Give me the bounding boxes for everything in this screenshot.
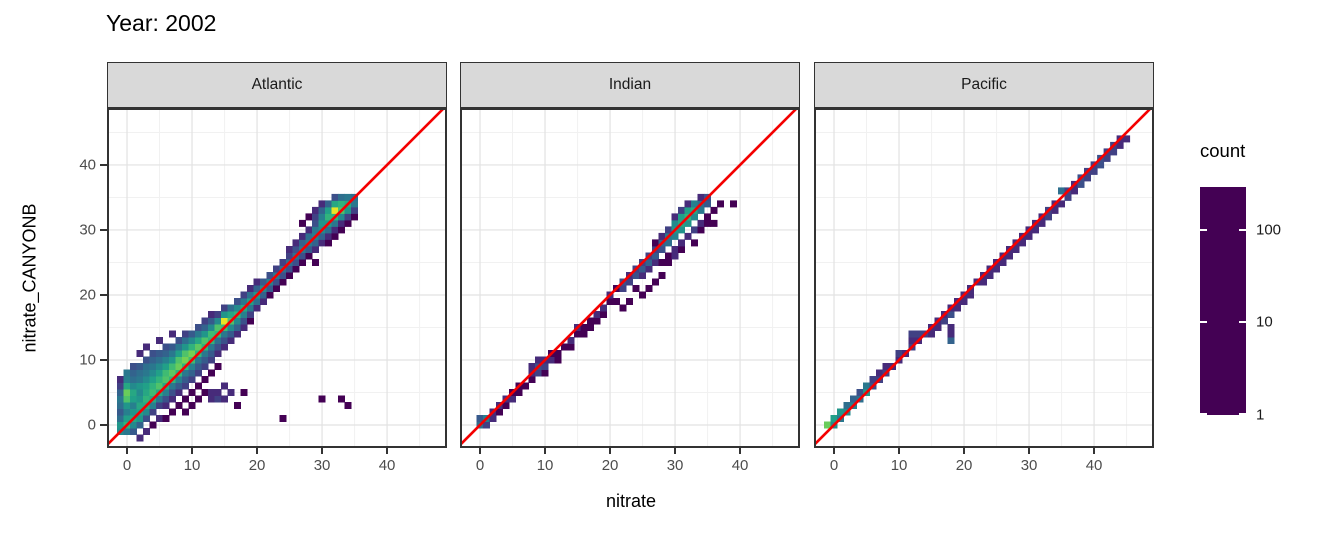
panel-border xyxy=(107,108,447,448)
legend-colorbar xyxy=(1200,187,1246,415)
y-tick-mark xyxy=(100,293,107,296)
identity-line xyxy=(107,108,446,447)
x-tick-mark xyxy=(833,448,836,454)
y-tick-label: 20 xyxy=(79,286,96,304)
legend-tick-label: 100 xyxy=(1256,221,1282,239)
facet-panel-atlantic xyxy=(107,108,447,448)
x-tick-label: 20 xyxy=(601,457,619,474)
y-tick-mark xyxy=(100,228,107,231)
x-tick-mark xyxy=(898,448,901,454)
x-tick-label: 40 xyxy=(378,457,396,474)
y-tick-mark xyxy=(100,163,107,166)
y-tick-label: 30 xyxy=(79,221,96,239)
x-tick-label: 10 xyxy=(183,457,201,474)
y-axis-title: nitrate_CANYONB xyxy=(19,203,40,353)
x-tick-mark xyxy=(126,448,129,454)
x-tick-label: 0 xyxy=(475,457,485,474)
legend-tick-mark xyxy=(1200,413,1207,415)
y-tick-mark xyxy=(100,423,107,426)
x-tick-mark xyxy=(674,448,677,454)
facet-panel-pacific xyxy=(814,108,1154,448)
identity-line xyxy=(814,108,1153,447)
legend-tick-mark xyxy=(1200,321,1207,323)
y-tick-label: 0 xyxy=(87,416,96,434)
x-tick-mark xyxy=(544,448,547,454)
legend-tick-mark xyxy=(1239,229,1246,231)
x-tick-mark xyxy=(739,448,742,454)
panel-border xyxy=(814,108,1154,448)
legend-tick-mark xyxy=(1239,413,1246,415)
panel-border xyxy=(460,108,800,448)
x-tick-label: 0 xyxy=(829,457,839,474)
legend-title: count xyxy=(1200,140,1246,161)
legend-tick-mark xyxy=(1200,229,1207,231)
x-tick-mark xyxy=(609,448,612,454)
legend-tick-label: 10 xyxy=(1256,313,1273,331)
x-tick-label: 40 xyxy=(1085,457,1103,474)
identity-line xyxy=(460,108,799,447)
x-tick-mark xyxy=(386,448,389,454)
y-tick-label: 10 xyxy=(79,351,96,369)
x-tick-mark xyxy=(256,448,259,454)
legend: count 100 10 1 xyxy=(1196,140,1344,440)
legend-tick-mark xyxy=(1239,321,1246,323)
y-tick-mark xyxy=(100,358,107,361)
x-tick-label: 10 xyxy=(890,457,908,474)
grid-major xyxy=(460,108,800,448)
facet-strip-atlantic: Atlantic xyxy=(107,62,447,108)
x-tick-label: 30 xyxy=(666,457,684,474)
x-tick-label: 20 xyxy=(955,457,973,474)
plot-title: Year: 2002 xyxy=(106,10,217,36)
x-tick-mark xyxy=(963,448,966,454)
x-tick-mark xyxy=(479,448,482,454)
facet-strip-pacific: Pacific xyxy=(814,62,1154,108)
x-tick-mark xyxy=(191,448,194,454)
y-tick-label: 40 xyxy=(79,156,96,174)
x-tick-label: 40 xyxy=(731,457,749,474)
x-tick-label: 0 xyxy=(122,457,132,474)
x-tick-mark xyxy=(321,448,324,454)
x-tick-mark xyxy=(1028,448,1031,454)
x-tick-label: 30 xyxy=(313,457,331,474)
x-tick-label: 10 xyxy=(536,457,554,474)
x-tick-label: 30 xyxy=(1020,457,1038,474)
x-tick-label: 20 xyxy=(248,457,266,474)
grid-major xyxy=(814,108,1154,448)
x-tick-mark xyxy=(1093,448,1096,454)
facet-panel-indian xyxy=(460,108,800,448)
facet-strip-indian: Indian xyxy=(460,62,800,108)
x-axis-title: nitrate xyxy=(605,491,657,511)
legend-tick-label: 1 xyxy=(1256,406,1265,424)
